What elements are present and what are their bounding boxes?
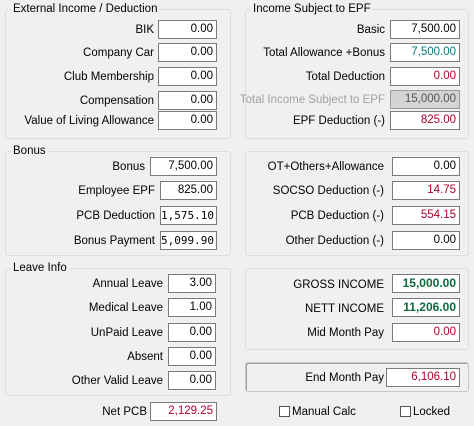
bonus-pcb-deduction-label: PCB Deduction xyxy=(76,210,155,222)
company-car-field[interactable]: 0.00 xyxy=(158,43,217,62)
end-month-pay-field[interactable]: 6,106.10 xyxy=(386,368,460,387)
bonus-group: Bonus xyxy=(5,144,231,256)
annual-leave-field[interactable]: 3.00 xyxy=(168,274,216,293)
total-income-epf-label: Total Income Subject to EPF xyxy=(239,94,385,106)
ot-others-allowance-field[interactable]: 0.00 xyxy=(392,157,460,176)
net-pcb-field[interactable]: 2,129.25 xyxy=(150,402,217,421)
other-valid-leave-field[interactable]: 0.00 xyxy=(168,371,216,390)
bonus-title: Bonus xyxy=(11,144,48,158)
medical-leave-field[interactable]: 1.00 xyxy=(168,298,216,317)
end-month-group xyxy=(245,362,469,392)
total-deduction-label: Total Deduction xyxy=(305,71,385,83)
club-membership-field[interactable]: 0.00 xyxy=(158,67,217,86)
income-summary-group xyxy=(245,268,469,350)
bik-label: BIK xyxy=(135,24,154,36)
pcb-deduction-field[interactable]: 554.15 xyxy=(392,206,460,225)
epf-deduction-field[interactable]: 825.00 xyxy=(390,111,460,130)
gross-income-field[interactable]: 15,000.00 xyxy=(392,274,460,293)
nett-income-field[interactable]: 11,206.00 xyxy=(392,298,460,317)
ot-others-allowance-label: OT+Others+Allowance xyxy=(267,161,384,173)
annual-leave-label: Annual Leave xyxy=(92,278,163,290)
nett-income-label: NETT INCOME xyxy=(304,303,384,315)
gross-income-label: GROSS INCOME xyxy=(293,279,384,291)
net-pcb-label: Net PCB xyxy=(102,406,147,418)
medical-leave-label: Medical Leave xyxy=(88,302,163,314)
employee-epf-label: Employee EPF xyxy=(78,185,155,197)
other-valid-leave-label: Other Valid Leave xyxy=(71,375,163,387)
mid-month-pay-field[interactable]: 0.00 xyxy=(392,323,460,342)
club-membership-label: Club Membership xyxy=(63,71,154,83)
bik-field[interactable]: 0.00 xyxy=(158,20,217,39)
bonus-payment-label: Bonus Payment xyxy=(73,235,155,247)
income-epf-title: Income Subject to EPF xyxy=(251,2,373,16)
basic-label: Basic xyxy=(356,24,385,36)
company-car-label: Company Car xyxy=(83,47,154,59)
employee-epf-field[interactable]: 825.00 xyxy=(160,181,217,200)
socso-deduction-label: SOCSO Deduction (-) xyxy=(272,185,384,197)
compensation-field[interactable]: 0.00 xyxy=(158,91,217,110)
bonus-field[interactable]: 7,500.00 xyxy=(150,157,217,176)
deductions-group xyxy=(245,151,469,256)
unpaid-leave-label: UnPaid Leave xyxy=(90,327,163,339)
compensation-label: Compensation xyxy=(79,95,154,107)
external-income-title: External Income / Deduction xyxy=(11,2,160,16)
other-deduction-label: Other Deduction (-) xyxy=(285,235,384,247)
leave-info-group: Leave Info xyxy=(5,261,231,396)
unpaid-leave-field[interactable]: 0.00 xyxy=(168,323,216,342)
bonus-payment-field[interactable]: 5,099.90 xyxy=(160,231,217,250)
socso-deduction-field[interactable]: 14.75 xyxy=(392,181,460,200)
epf-deduction-label: EPF Deduction (-) xyxy=(292,115,385,127)
total-allowance-bonus-label: Total Allowance +Bonus xyxy=(263,47,385,59)
end-month-pay-label: End Month Pay xyxy=(305,372,384,384)
manual-calc-checkbox[interactable] xyxy=(279,406,290,417)
income-epf-group: Income Subject to EPF xyxy=(245,2,469,139)
locked-label[interactable]: Locked xyxy=(413,406,451,418)
total-income-epf-field: 15,000.00 xyxy=(390,90,460,109)
total-allowance-bonus-field[interactable]: 7,500.00 xyxy=(390,43,460,62)
absent-label: Absent xyxy=(127,351,163,363)
external-income-group: External Income / Deduction xyxy=(5,2,231,139)
other-deduction-field[interactable]: 0.00 xyxy=(392,231,460,250)
bonus-pcb-deduction-field[interactable]: 1,575.10 xyxy=(160,206,217,225)
bonus-label: Bonus xyxy=(112,161,145,173)
manual-calc-label[interactable]: Manual Calc xyxy=(292,406,356,418)
absent-field[interactable]: 0.00 xyxy=(168,347,216,366)
pcb-deduction-label: PCB Deduction (-) xyxy=(290,210,384,222)
locked-checkbox[interactable] xyxy=(400,406,411,417)
living-allowance-label: Value of Living Allowance xyxy=(24,115,154,127)
living-allowance-field[interactable]: 0.00 xyxy=(158,111,217,130)
total-deduction-field[interactable]: 0.00 xyxy=(390,67,460,86)
basic-field[interactable]: 7,500.00 xyxy=(390,20,460,39)
mid-month-pay-label: Mid Month Pay xyxy=(307,327,384,339)
leave-info-title: Leave Info xyxy=(11,261,69,275)
